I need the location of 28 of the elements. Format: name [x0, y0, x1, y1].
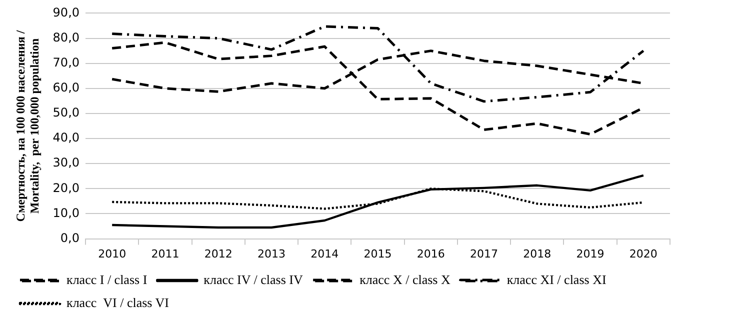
y-tick-label: 90,0 [52, 5, 80, 20]
y-tick-label: 30,0 [52, 156, 80, 170]
y-tick-label: 0,0 [60, 230, 80, 245]
line-series [110, 25, 645, 103]
legend-label: класс X / class X [360, 272, 451, 287]
x-tick-label: 2016 [416, 247, 445, 260]
y-tick-label: 60,0 [52, 80, 80, 95]
x-tick-label: 2013 [257, 247, 286, 260]
x-tick-label: 2010 [98, 247, 126, 260]
x-tick-label: 2017 [470, 247, 498, 260]
y-tick-label: 10,0 [52, 206, 80, 220]
y-axis-title: Смертность, на 100 000 населения / Mortality, per 100,000 population [13, 30, 42, 222]
legend-label: класс IV / class IV [204, 272, 304, 287]
x-tick-label: 2015 [364, 247, 392, 260]
x-tick-label: 2019 [576, 247, 604, 260]
x-tick-label: 2011 [151, 247, 180, 260]
legend-label: класс XI / class XI [506, 272, 606, 287]
x-tick-label: 2014 [310, 247, 339, 260]
legend-label: класс I / class I [66, 272, 148, 287]
x-tick-label: 2020 [629, 247, 658, 260]
y-tick-label: 40,0 [52, 130, 80, 145]
legend-label: класс VI / class VI [66, 294, 169, 310]
y-tick-label: 80,0 [52, 30, 80, 44]
x-tick-label: 2012 [204, 247, 232, 260]
x-tick-label: 2018 [523, 247, 552, 260]
y-tick-label: 20,0 [52, 180, 80, 195]
y-tick-label: 70,0 [52, 55, 80, 70]
y-tick-label: 50,0 [52, 106, 80, 120]
